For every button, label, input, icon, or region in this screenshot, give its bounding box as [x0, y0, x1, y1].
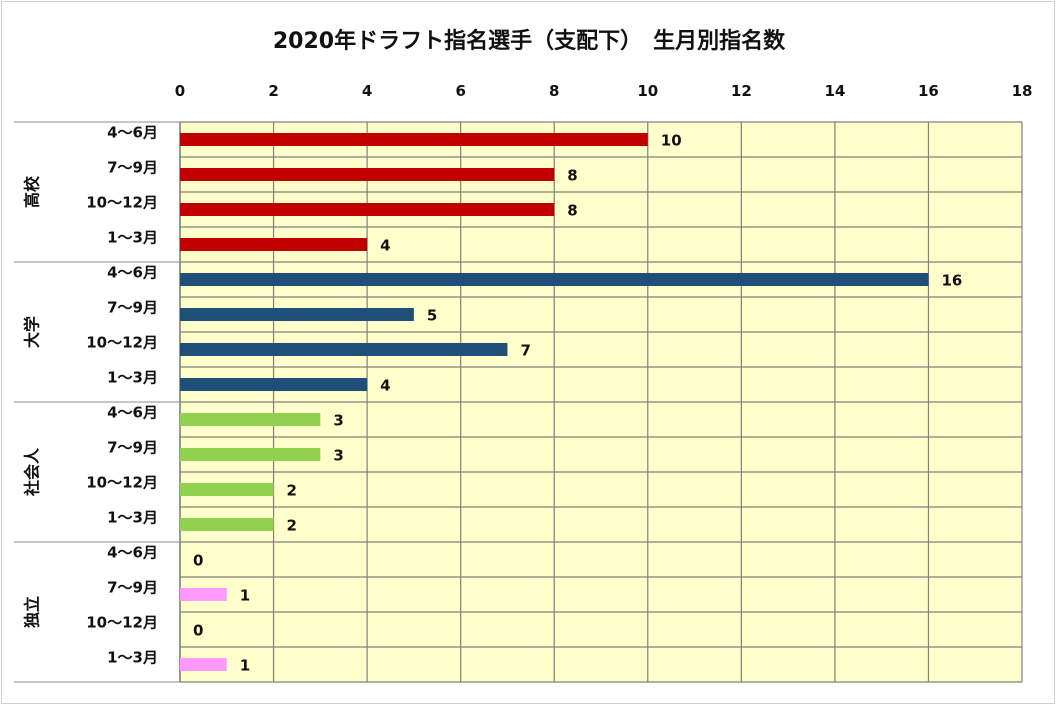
category-label: 7〜9月: [107, 579, 158, 597]
data-label: 5: [427, 307, 437, 325]
category-label: 1〜3月: [107, 649, 158, 667]
data-label: 4: [380, 237, 390, 255]
x-tick-label: 18: [1012, 82, 1033, 100]
bar: [180, 168, 555, 181]
group-label: 社会人: [23, 447, 42, 497]
x-tick-label: 2: [268, 82, 278, 100]
data-label: 0: [193, 622, 203, 640]
group-label: 大学: [23, 316, 42, 348]
bar: [180, 133, 648, 146]
category-label: 4〜6月: [107, 264, 158, 282]
bar: [180, 273, 929, 286]
data-label: 2: [287, 517, 297, 535]
chart-title: 2020年ドラフト指名選手（支配下） 生月別指名数: [273, 28, 786, 54]
category-label: 7〜9月: [107, 439, 158, 457]
data-label: 4: [380, 377, 390, 395]
bar: [180, 238, 368, 251]
bar: [180, 448, 321, 461]
x-tick-label: 8: [549, 82, 559, 100]
x-tick-label: 6: [455, 82, 465, 100]
x-tick-label: 16: [918, 82, 939, 100]
category-label: 1〜3月: [107, 509, 158, 527]
bar: [180, 203, 555, 216]
data-label: 3: [333, 447, 343, 465]
data-label: 1: [240, 657, 250, 675]
bar: [180, 518, 274, 531]
data-label: 10: [661, 132, 682, 150]
bar: [180, 483, 274, 496]
category-label: 4〜6月: [107, 404, 158, 422]
category-label: 10〜12月: [86, 614, 158, 632]
group-label: 独立: [23, 596, 42, 628]
data-label: 8: [567, 202, 577, 220]
category-label: 4〜6月: [107, 544, 158, 562]
category-label: 7〜9月: [107, 159, 158, 177]
bar: [180, 343, 508, 356]
bar: [180, 413, 321, 426]
bar: [180, 658, 227, 671]
category-label: 10〜12月: [86, 474, 158, 492]
x-tick-label: 10: [637, 82, 658, 100]
data-label: 16: [941, 272, 962, 290]
data-label: 8: [567, 167, 577, 185]
x-tick-label: 4: [362, 82, 372, 100]
x-tick-label: 14: [824, 82, 845, 100]
category-label: 1〜3月: [107, 229, 158, 247]
data-label: 0: [193, 552, 203, 570]
bar: [180, 308, 414, 321]
category-label: 10〜12月: [86, 334, 158, 352]
data-label: 1: [240, 587, 250, 605]
x-tick-label: 12: [731, 82, 752, 100]
category-label: 4〜6月: [107, 124, 158, 142]
bar: [180, 378, 368, 391]
bar: [180, 588, 227, 601]
data-label: 7: [520, 342, 530, 360]
data-label: 2: [287, 482, 297, 500]
category-label: 7〜9月: [107, 299, 158, 317]
group-label: 高校: [23, 175, 42, 208]
x-tick-label: 0: [175, 82, 185, 100]
category-label: 1〜3月: [107, 369, 158, 387]
category-label: 10〜12月: [86, 194, 158, 212]
data-label: 3: [333, 412, 343, 430]
